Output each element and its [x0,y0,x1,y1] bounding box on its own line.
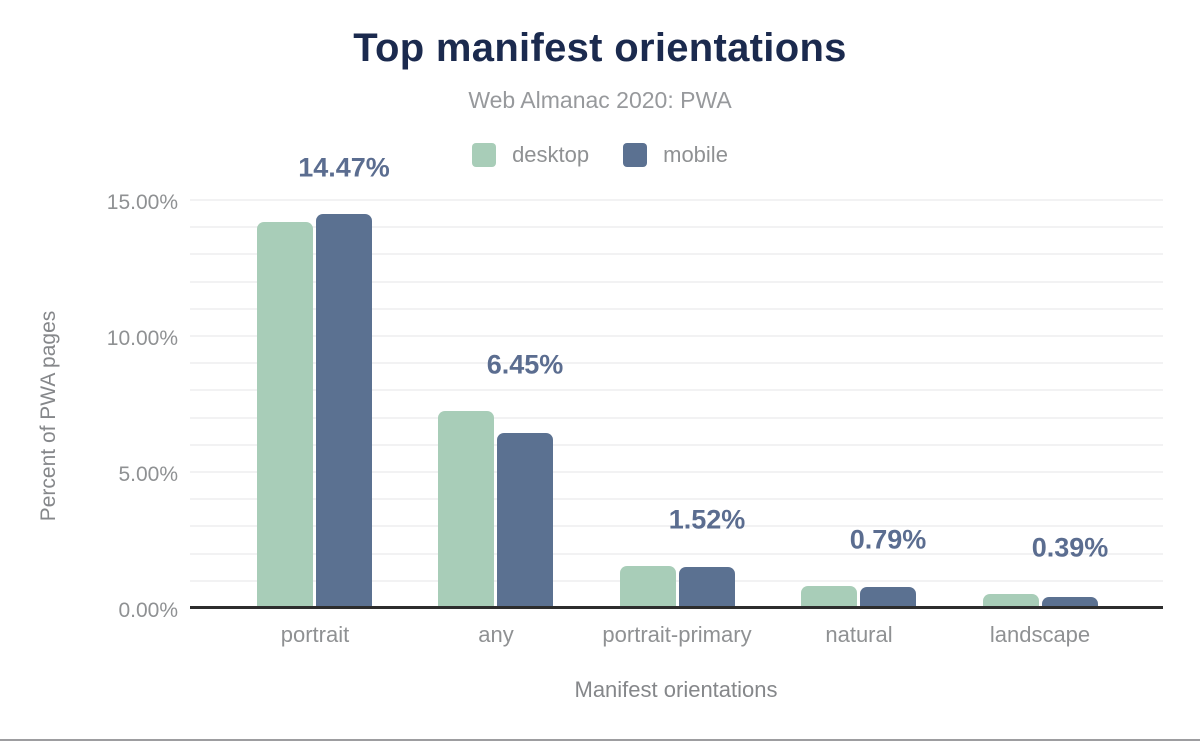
value-label-any: 6.45% [486,349,564,380]
bar-desktop-any[interactable] [438,411,494,608]
legend-swatch-desktop [472,143,497,167]
bar-mobile-natural[interactable] [860,587,916,608]
legend-label: mobile [663,142,728,167]
x-tick-label-any: any [478,622,514,647]
bar-desktop-natural[interactable] [801,586,857,608]
gridline [190,308,1163,310]
bar-mobile-portrait-primary[interactable] [679,567,735,608]
gridline [190,199,1163,201]
value-label-portrait: 14.47% [298,152,390,183]
figure-bottom-border [0,739,1200,741]
gridline [190,226,1163,228]
x-axis-title: Manifest orientations [574,677,778,702]
x-tick-label-portrait-primary: portrait-primary [602,622,752,647]
gridline [190,580,1163,582]
gridline [190,335,1163,337]
y-tick-label-15.00%: 15.00% [106,191,178,214]
y-tick-label-10.00%: 10.00% [106,327,178,350]
bar-desktop-portrait-primary[interactable] [620,566,676,608]
y-tick-label-5.00%: 5.00% [118,463,178,486]
gridline [190,444,1163,446]
legend: desktop mobile [0,142,1200,168]
gridline [190,362,1163,364]
bar-mobile-portrait[interactable] [316,214,372,608]
gridline [190,417,1163,419]
bar-desktop-portrait[interactable] [257,222,313,608]
x-axis-line [190,606,1163,609]
gridline [190,281,1163,283]
gridline [190,553,1163,555]
value-label-portrait-primary: 1.52% [668,504,746,535]
legend-label: desktop [512,142,590,167]
gridline [190,389,1163,391]
gridline [190,253,1163,255]
gridline [190,471,1163,473]
x-tick-label-natural: natural [825,622,893,647]
legend-item-mobile[interactable]: mobile [623,142,728,168]
chart-subtitle: Web Almanac 2020: PWA [468,87,732,113]
value-label-landscape: 0.39% [1031,532,1109,563]
bar-mobile-landscape[interactable] [1042,597,1098,608]
x-tick-label-landscape: landscape [989,622,1091,647]
bar-desktop-landscape[interactable] [983,594,1039,608]
chart-title: Top manifest orientations [353,26,847,70]
bar-mobile-any[interactable] [497,433,553,608]
gridline [190,525,1163,527]
y-tick-label-0.00%: 0.00% [118,599,178,622]
legend-swatch-mobile [623,143,648,167]
legend-item-desktop[interactable]: desktop [472,142,589,168]
value-label-natural: 0.79% [849,524,927,555]
gridline [190,498,1163,500]
x-tick-label-portrait: portrait [280,622,350,647]
